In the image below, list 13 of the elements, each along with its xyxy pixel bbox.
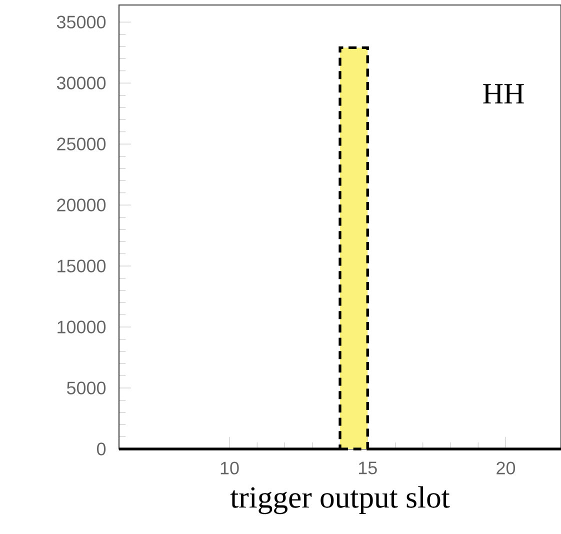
y-tick-label: 30000 [56, 76, 106, 90]
x-tick-label: 15 [358, 462, 377, 474]
y-tick-label: 35000 [56, 16, 106, 28]
y-tick-label: 25000 [57, 138, 106, 150]
y-tick-label: 15000 [58, 260, 106, 272]
y-tick-label: 5000 [66, 382, 106, 394]
y-tick-label: 20000 [57, 198, 106, 212]
x-tick-label: 20 [496, 462, 516, 474]
y-tick-label: 0 [96, 442, 106, 456]
annotation: HH [483, 84, 524, 104]
x-axis-title: trigger output slot [230, 486, 450, 514]
x-tick-label: 10 [220, 462, 239, 474]
y-tick-label: 10000 [58, 320, 106, 334]
